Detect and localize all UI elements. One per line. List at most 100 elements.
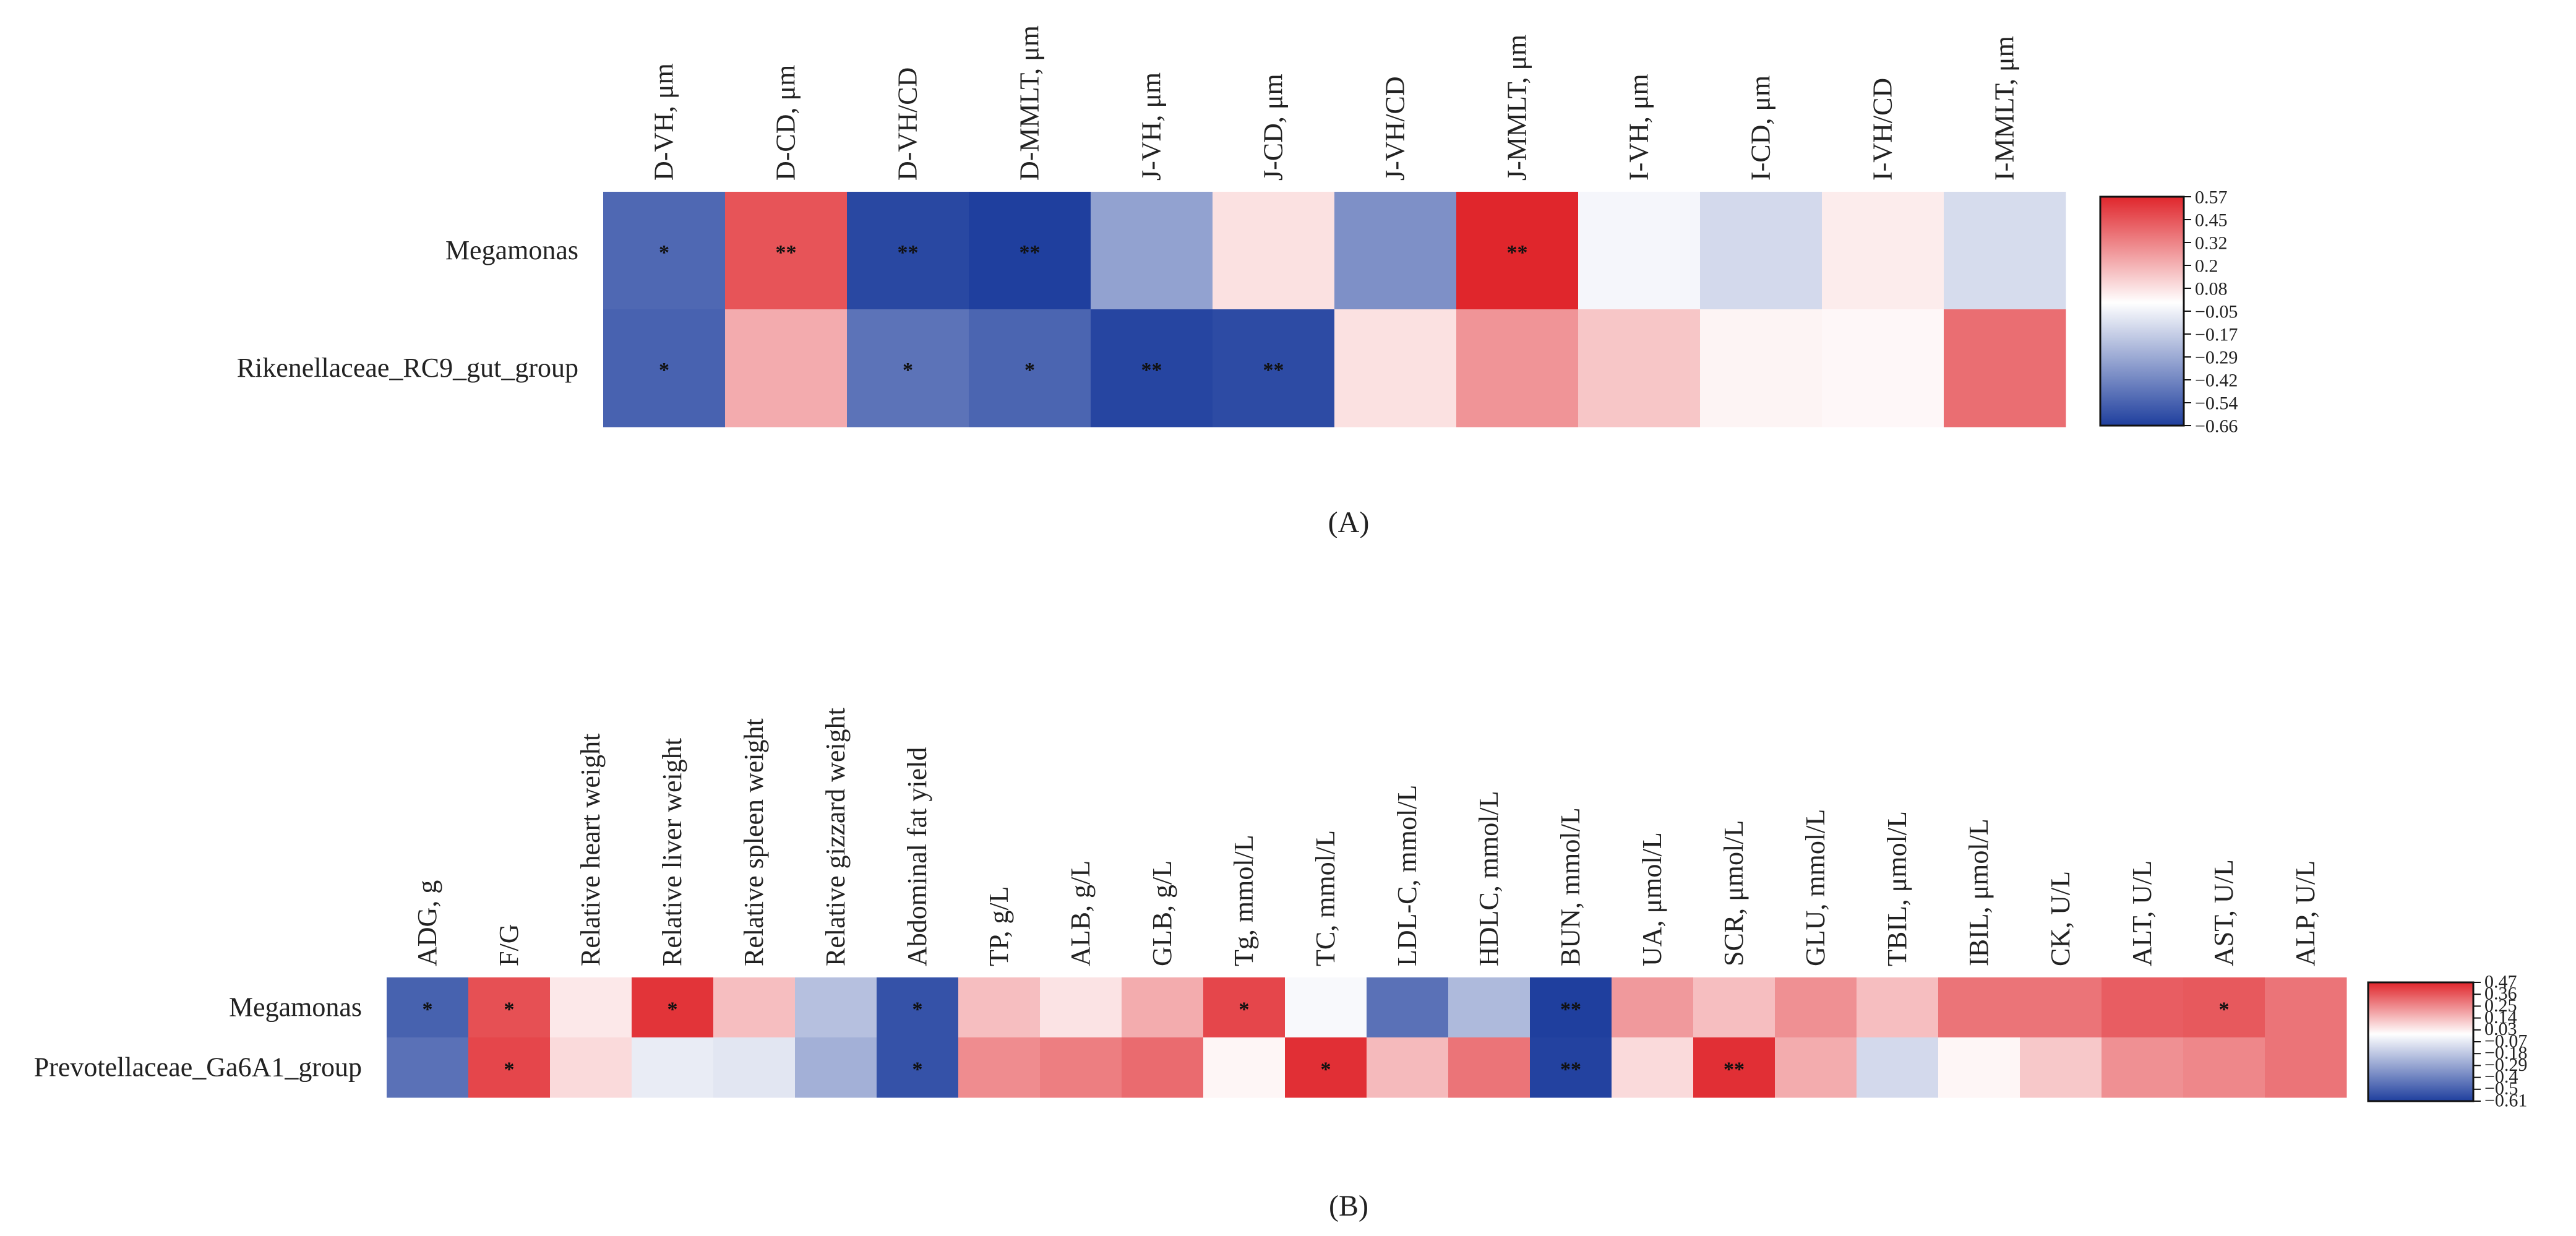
- heatmap-cell: [468, 1037, 551, 1098]
- significance-marker: **: [1507, 241, 1528, 264]
- column-label: I-CD, μm: [1746, 75, 1776, 181]
- heatmap-cell: [1938, 977, 2020, 1038]
- heatmap-cell: [725, 192, 848, 310]
- heatmap-cell: [795, 977, 877, 1038]
- heatmap-cell: [877, 977, 959, 1038]
- column-label: J-VH/CD: [1380, 76, 1410, 181]
- heatmap-cell: [1578, 192, 1701, 310]
- colorbar-tick-label: −0.29: [2484, 1055, 2527, 1075]
- colorbar-tick-label: −0.54: [2195, 393, 2238, 414]
- heatmap-cell: [468, 977, 551, 1038]
- column-label: ALB, g/L: [1065, 860, 1096, 966]
- row-label: Megamonas: [229, 992, 362, 1023]
- colorbar-tick-label: 0.03: [2484, 1019, 2517, 1039]
- significance-marker: *: [1024, 359, 1035, 382]
- heatmap-cell: [1122, 1037, 1204, 1098]
- heatmap-cell: [1367, 1037, 1449, 1098]
- heatmap-cell: [847, 309, 969, 427]
- column-label: ALP, U/L: [2290, 860, 2321, 966]
- heatmap-cell: [1334, 309, 1457, 427]
- significance-marker: *: [1321, 1058, 1331, 1081]
- heatmap-cell: [387, 977, 469, 1038]
- column-label: ADG, g: [412, 880, 442, 966]
- heatmap-cell: [1091, 192, 1213, 310]
- significance-marker: **: [898, 241, 919, 264]
- row-label: Megamonas: [445, 235, 578, 265]
- heatmap-panel-b: * * * * * ** ** * * ** **MegamonasPrevotellaceae_G…: [34, 708, 2528, 1222]
- heatmap-cell: [713, 977, 796, 1038]
- heatmap-cell: [2102, 977, 2184, 1038]
- panel-label: (B): [1329, 1190, 1368, 1222]
- heatmap-cell: [2020, 1037, 2102, 1098]
- column-label: IBIL, μmol/L: [1964, 818, 1994, 966]
- heatmap-cell: [1334, 192, 1457, 310]
- column-label: Abdominal fat yield: [902, 747, 932, 966]
- significance-marker: *: [903, 359, 913, 382]
- column-label: Tg, mmol/L: [1229, 835, 1259, 966]
- column-label: Relative heart weight: [575, 734, 606, 966]
- column-label: F/G: [494, 924, 524, 966]
- colorbar-tick-label: 0.14: [2484, 1007, 2517, 1028]
- column-label: UA, μmol/L: [1637, 832, 1667, 966]
- column-label: I-VH, μm: [1624, 74, 1654, 181]
- panel-label: (A): [1328, 506, 1370, 539]
- heatmap-cell: [969, 309, 1091, 427]
- column-label: J-MMLT, μm: [1502, 35, 1532, 181]
- heatmap-cell: [2183, 1037, 2265, 1098]
- heatmap-cell: [1938, 1037, 2020, 1098]
- heatmap-cell: [1822, 192, 1944, 310]
- heatmap-cell: [2102, 1037, 2184, 1098]
- colorbar-tick-label: 0.25: [2484, 995, 2517, 1016]
- significance-marker: *: [2219, 998, 2230, 1021]
- column-label: TBIL, μmol/L: [1882, 811, 1912, 966]
- colorbar-tick-label: −0.07: [2484, 1031, 2527, 1051]
- row-label: Prevotellaceae_Ga6A1_group: [34, 1052, 362, 1083]
- column-label: BUN, mmol/L: [1555, 807, 1586, 966]
- heatmap-cell: [1775, 977, 1857, 1038]
- significance-marker: **: [1560, 998, 1581, 1021]
- significance-marker: *: [912, 1058, 923, 1081]
- column-label: D-VH, μm: [649, 63, 679, 181]
- heatmap-cell: [1203, 1037, 1286, 1098]
- significance-marker: **: [1560, 1058, 1581, 1081]
- significance-marker: **: [1724, 1058, 1745, 1081]
- colorbar-tick-label: −0.29: [2195, 348, 2238, 368]
- heatmap-panel-a: * ** ** ** *** * * ** **MegamonasRikenellaceae_R…: [237, 25, 2238, 539]
- column-label: D-CD, μm: [771, 65, 801, 181]
- colorbar-tick-label: 0.47: [2484, 971, 2517, 992]
- heatmap-cell: [725, 309, 848, 427]
- heatmap-cell: [1448, 977, 1531, 1038]
- column-label: Relative gizzard weight: [820, 708, 851, 966]
- heatmap-cell: [1530, 977, 1612, 1038]
- colorbar-tick-label: 0.45: [2195, 210, 2228, 231]
- heatmap-cell: [1857, 977, 1939, 1038]
- significance-marker: *: [504, 998, 515, 1021]
- heatmap-cell: [632, 977, 714, 1038]
- heatmap-cell: [550, 977, 632, 1038]
- colorbar-tick-label: 0.57: [2195, 187, 2228, 208]
- column-label: D-VH/CD: [893, 67, 923, 181]
- column-label: I-MMLT, μm: [1990, 36, 2020, 181]
- heatmap-cell: [1040, 1037, 1122, 1098]
- heatmap-cell: [1122, 977, 1204, 1038]
- colorbar-tick-label: −0.4: [2484, 1066, 2518, 1087]
- column-label: AST, U/L: [2209, 859, 2239, 966]
- heatmap-cell: [1693, 977, 1775, 1038]
- colorbar: [2099, 195, 2185, 427]
- heatmap-cell: [795, 1037, 877, 1098]
- heatmap-cell: [1612, 1037, 1694, 1098]
- colorbar-tick-label: −0.17: [2195, 325, 2238, 345]
- column-label: LDL-C, mmol/L: [1392, 785, 1422, 966]
- heatmap-cell: [1367, 977, 1449, 1038]
- colorbar-tick-label: −0.5: [2484, 1078, 2518, 1099]
- heatmap-cell: [1700, 309, 1823, 427]
- heatmap-cell: [713, 1037, 796, 1098]
- heatmap-cell: [632, 1037, 714, 1098]
- colorbar-tick-label: 0.2: [2195, 256, 2218, 277]
- significance-marker: **: [1141, 359, 1162, 382]
- heatmap-cell: [1822, 309, 1944, 427]
- significance-marker: *: [659, 241, 669, 264]
- heatmap-cell: [1775, 1037, 1857, 1098]
- heatmap-cell: [958, 1037, 1041, 1098]
- significance-marker: *: [1239, 998, 1250, 1021]
